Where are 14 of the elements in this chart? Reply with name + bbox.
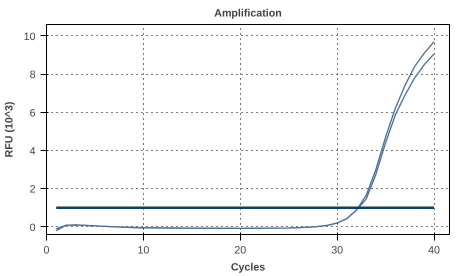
x-axis-title: Cycles: [230, 262, 266, 274]
y-tick-label: 10: [24, 30, 36, 43]
chart-title: Amplification: [214, 8, 282, 20]
y-tick-label: 0: [30, 222, 36, 234]
x-tick-label: 20: [234, 244, 246, 256]
y-tick-label: 4: [30, 146, 36, 158]
y-tick-label: 6: [30, 107, 36, 120]
x-tick-label: 30: [331, 244, 344, 256]
x-tick-label: 10: [137, 244, 150, 256]
y-tick-label: 8: [30, 69, 36, 82]
x-tick-label: 0: [44, 244, 50, 256]
y-axis-title: RFU (10^3): [4, 101, 16, 158]
y-tick-label: 2: [30, 184, 36, 196]
x-tick-label: 40: [428, 244, 440, 256]
